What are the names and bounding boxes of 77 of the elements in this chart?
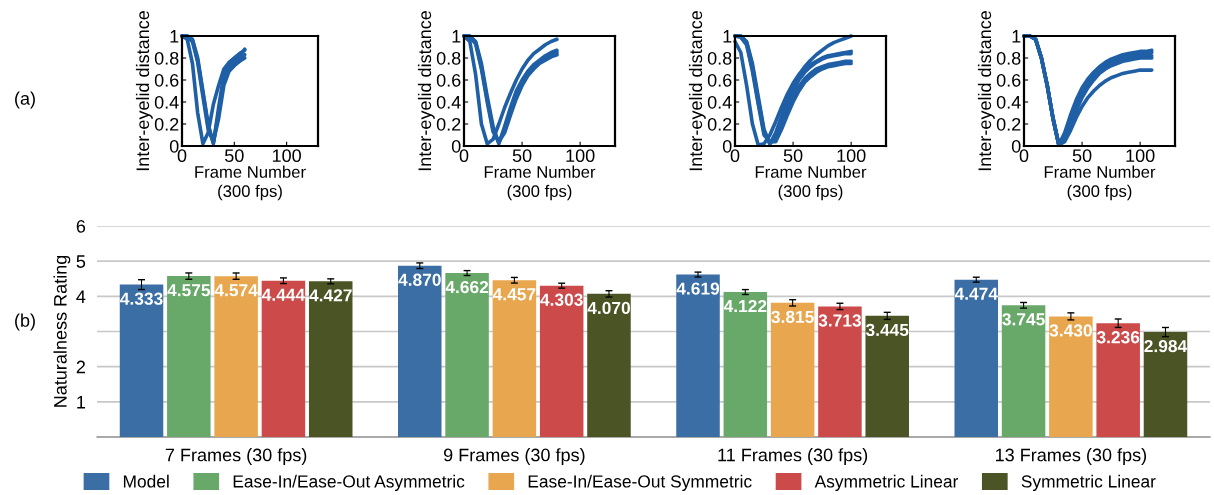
- y-tick-label: 0.4: [996, 95, 1021, 109]
- data-label: 3.713: [818, 314, 862, 327]
- y-tick-label: 0.6: [996, 73, 1021, 87]
- y-tick-label: 1: [170, 30, 179, 43]
- x-tick-label: 50: [512, 149, 532, 163]
- data-label: 4.457: [492, 288, 536, 301]
- y-tick-label: 0.2: [436, 117, 461, 131]
- y-tick-label: 0.6: [707, 73, 732, 87]
- x-axis-title: Frame Number (300 fps): [484, 165, 596, 201]
- y-tick-label: 0: [1011, 139, 1021, 153]
- x-tick-label: 50: [1072, 149, 1092, 163]
- y-axis-title: Inter-eyelid distance: [977, 11, 995, 171]
- y-tick-label: 0.8: [154, 51, 179, 65]
- x-tick-label: 50: [783, 149, 803, 163]
- legend-label: Model: [123, 474, 169, 488]
- data-label: 4.662: [445, 280, 489, 294]
- y-axis-title: Inter-eyelid distance: [135, 11, 153, 171]
- x-tick-label: 13 Frames (30 fps): [996, 448, 1147, 465]
- y-tick-label: 1: [77, 395, 86, 409]
- x-tick-label: 7 Frames (30 fps): [165, 448, 307, 465]
- data-label: 2.984: [1144, 339, 1188, 353]
- x-tick-label: 100: [566, 149, 595, 163]
- y-tick-label: 0: [722, 139, 732, 153]
- y-tick-label: 0.4: [436, 95, 461, 109]
- data-label: 4.574: [214, 284, 258, 297]
- y-tick-label: 0.8: [436, 51, 461, 65]
- y-axis-title: Inter-eyelid distance: [417, 11, 435, 171]
- x-axis-title: Frame Number (300 fps): [195, 165, 306, 201]
- y-tick-label: 1: [452, 30, 461, 43]
- legend-label: Asymmetric Linear: [814, 474, 959, 492]
- y-tick-label: 0.2: [154, 117, 179, 131]
- x-axis-title: Frame Number (300 fps): [755, 165, 867, 201]
- legend-label: Ease-In/Ease-Out Asymmetric: [233, 474, 465, 492]
- y-tick-label: 1: [1012, 30, 1021, 43]
- data-label: 3.445: [865, 323, 909, 337]
- y-tick-label: 0.2: [996, 117, 1021, 131]
- legend-label: Symmetric Linear: [1021, 474, 1156, 492]
- data-label: 4.619: [676, 282, 720, 295]
- y-tick-label: 0.4: [154, 95, 179, 109]
- y-tick-label: 4: [76, 290, 86, 303]
- y-tick-label: 0.8: [707, 51, 732, 65]
- data-label: 4.444: [261, 288, 306, 301]
- y-tick-label: 0: [169, 139, 179, 153]
- y-tick-label: 0.2: [707, 117, 732, 131]
- data-label: 3.745: [1002, 313, 1045, 326]
- y-axis-title: Naturalness Rating: [53, 255, 71, 407]
- data-label: 4.870: [398, 273, 441, 286]
- y-tick-label: 2: [76, 360, 85, 374]
- data-label: 4.303: [540, 293, 583, 306]
- y-tick-label: 5: [76, 255, 86, 268]
- text: (a): [15, 91, 35, 109]
- y-tick-label: 0.4: [707, 95, 732, 109]
- x-tick-label: 100: [837, 149, 866, 163]
- x-tick-label: 11 Frames (30 fps): [718, 448, 868, 465]
- legend-label: Ease-In/Ease-Out Symmetric: [528, 474, 752, 492]
- y-tick-label: 0.8: [996, 51, 1021, 65]
- data-label: 4.070: [587, 301, 630, 315]
- text: (b): [15, 313, 35, 331]
- data-label: 4.575: [167, 284, 211, 297]
- x-tick-label: 100: [1126, 149, 1155, 163]
- y-tick-label: 0.6: [154, 73, 179, 87]
- data-label: 4.122: [723, 299, 767, 313]
- x-tick-label: 9 Frames (30 fps): [443, 448, 585, 465]
- data-label: 4.474: [954, 287, 998, 300]
- y-tick-label: 0: [451, 139, 461, 153]
- y-tick-label: 0.6: [436, 73, 461, 87]
- data-label: 4.427: [309, 289, 352, 302]
- y-tick-label: 1: [723, 30, 732, 43]
- data-label: 3.236: [1096, 331, 1140, 344]
- x-tick-label: 100: [272, 149, 301, 163]
- y-axis-title: Inter-eyelid distance: [688, 11, 706, 171]
- data-label: 3.815: [771, 310, 814, 324]
- x-tick-label: 50: [224, 149, 244, 163]
- data-label: 3.430: [1049, 324, 1092, 337]
- x-axis-title: Frame Number (300 fps): [1044, 165, 1156, 201]
- data-label: 4.333: [120, 292, 163, 305]
- y-tick-label: 6: [76, 219, 86, 233]
